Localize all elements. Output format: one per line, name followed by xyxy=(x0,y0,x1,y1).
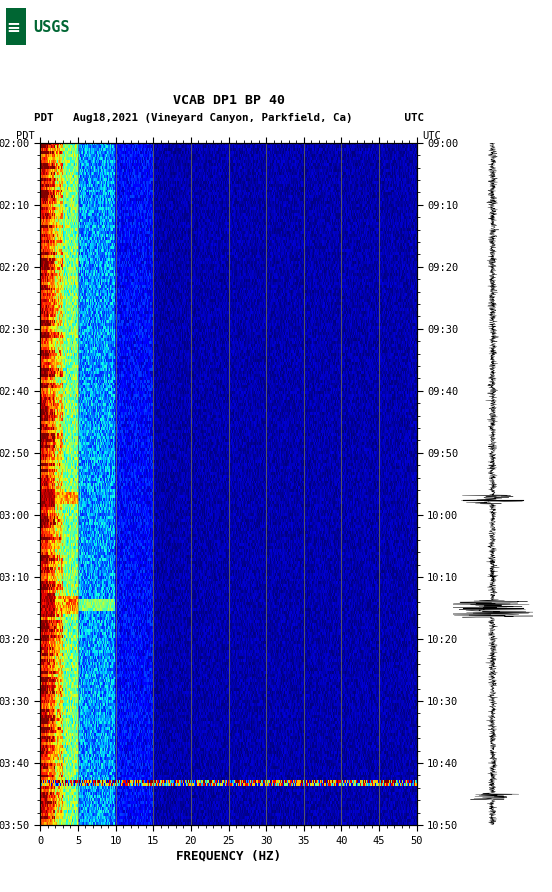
Text: UTC: UTC xyxy=(422,131,441,141)
Text: USGS: USGS xyxy=(33,21,70,35)
X-axis label: FREQUENCY (HZ): FREQUENCY (HZ) xyxy=(176,850,281,863)
FancyBboxPatch shape xyxy=(6,8,25,45)
Text: ≡: ≡ xyxy=(6,19,20,37)
Text: PDT   Aug18,2021 (Vineyard Canyon, Parkfield, Ca)        UTC: PDT Aug18,2021 (Vineyard Canyon, Parkfie… xyxy=(34,113,423,123)
Text: PDT: PDT xyxy=(16,131,35,141)
Text: VCAB DP1 BP 40: VCAB DP1 BP 40 xyxy=(173,94,284,107)
